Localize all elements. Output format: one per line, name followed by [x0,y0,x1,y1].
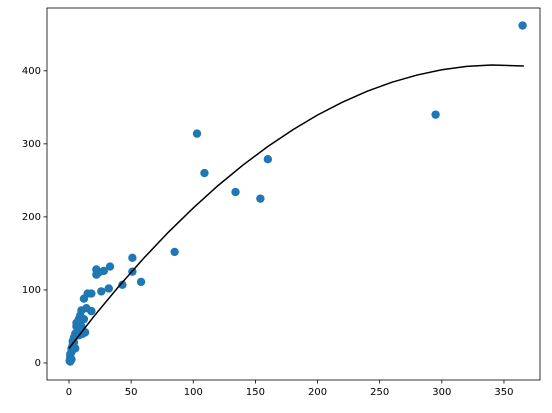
point [94,268,104,277]
point [263,154,273,164]
point [97,287,106,296]
point [192,129,202,138]
point [200,168,209,178]
x-tick-label: 0 [66,387,72,398]
point [75,311,85,320]
y-tick-label: 200 [22,212,41,223]
point [105,262,115,271]
point [136,277,146,287]
point [256,194,265,203]
axes-frame [46,7,541,381]
point [66,357,75,366]
point [170,247,179,257]
x-tick-label: 50 [125,387,138,398]
y-tick-label: 400 [22,66,41,77]
point [431,110,440,119]
point [118,280,127,290]
y-tick-label: 100 [22,285,41,296]
y-tick-label: 0 [35,358,41,369]
point [518,21,527,30]
y-tick-label: 300 [22,139,41,150]
point [82,304,91,313]
point [231,187,240,197]
point [79,294,89,303]
x-tick-label: 300 [432,387,451,398]
x-tick-label: 350 [494,387,513,398]
point [104,284,113,293]
x-tick-label: 150 [246,387,265,398]
point [128,253,137,263]
x-tick-label: 250 [370,387,389,398]
fit-line [68,64,524,349]
x-tick-label: 200 [308,387,327,398]
x-tick-label: 100 [184,387,203,398]
